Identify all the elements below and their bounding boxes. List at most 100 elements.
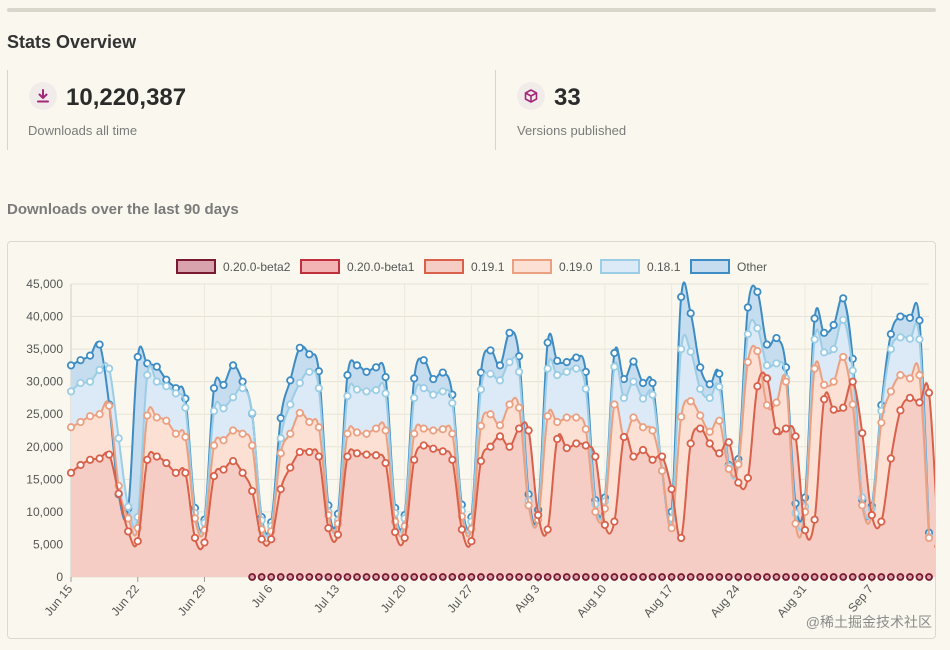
data-point xyxy=(486,346,495,355)
data-point xyxy=(419,356,428,365)
data-point xyxy=(286,463,295,472)
data-point xyxy=(514,352,524,361)
data-point xyxy=(314,452,323,461)
data-point xyxy=(362,450,371,459)
legend-item[interactable]: 0.18.1 xyxy=(600,259,681,274)
data-point xyxy=(276,485,285,494)
data-point xyxy=(152,452,161,461)
data-point xyxy=(562,367,571,376)
data-point xyxy=(495,376,505,385)
data-point xyxy=(486,410,495,419)
data-point xyxy=(553,434,562,444)
data-point xyxy=(343,429,352,438)
legend-item[interactable]: Other xyxy=(690,259,767,274)
data-point xyxy=(657,452,667,461)
x-tick-label: Aug 31 xyxy=(774,582,809,620)
data-point xyxy=(572,573,581,581)
legend-label: 0.18.1 xyxy=(647,260,681,274)
data-point xyxy=(381,373,390,382)
data-point xyxy=(343,371,352,380)
data-point xyxy=(352,385,362,394)
data-point xyxy=(171,429,180,438)
x-tick-label: Jun 15 xyxy=(41,582,75,619)
y-tick-label: 25,000 xyxy=(26,407,63,421)
data-point xyxy=(915,335,924,344)
data-point xyxy=(352,428,362,437)
data-point xyxy=(486,573,495,581)
data-point xyxy=(267,535,276,544)
legend-item[interactable]: 0.20.0-beta2 xyxy=(176,259,291,274)
data-point xyxy=(162,416,171,425)
data-point xyxy=(505,400,514,409)
data-point xyxy=(238,468,247,477)
data-point xyxy=(829,573,838,581)
data-point xyxy=(66,423,76,432)
data-point xyxy=(648,455,657,464)
data-point xyxy=(410,573,419,581)
data-point xyxy=(591,452,600,461)
downloads-chart: 0 5,000 10,000 15,000 20,000 25,000 30,000 35,0… xyxy=(26,259,935,620)
data-point xyxy=(639,573,647,581)
data-point xyxy=(772,359,781,368)
data-point xyxy=(257,535,266,544)
legend-item[interactable]: 0.19.0 xyxy=(512,259,593,274)
download-icon xyxy=(29,82,57,110)
data-point xyxy=(133,352,142,362)
data-point xyxy=(381,458,390,468)
data-point xyxy=(572,413,581,422)
data-point xyxy=(610,573,619,581)
data-point xyxy=(839,294,848,303)
data-point xyxy=(524,426,533,435)
data-point xyxy=(705,393,714,403)
data-point xyxy=(95,454,104,463)
data-point xyxy=(238,384,247,393)
data-point xyxy=(372,573,380,581)
x-tick-label: Jul 27 xyxy=(444,582,476,616)
data-point xyxy=(495,361,505,370)
data-point xyxy=(152,362,161,371)
data-point xyxy=(181,432,190,442)
data-point xyxy=(276,414,285,423)
data-point xyxy=(362,573,371,581)
legend-item[interactable]: 0.19.1 xyxy=(424,259,505,274)
data-point xyxy=(553,371,562,380)
data-point xyxy=(324,524,333,533)
data-point xyxy=(763,573,771,581)
data-point xyxy=(667,573,676,581)
data-point xyxy=(286,573,295,581)
data-point xyxy=(438,425,447,434)
data-point xyxy=(524,573,533,581)
data-point xyxy=(886,345,895,354)
data-point xyxy=(886,387,895,396)
data-point xyxy=(925,573,933,581)
legend-item[interactable]: 0.20.0-beta1 xyxy=(300,259,415,274)
data-point xyxy=(514,424,524,433)
data-point xyxy=(781,377,791,386)
data-point xyxy=(734,460,743,469)
data-point xyxy=(419,573,428,581)
data-point xyxy=(562,573,571,581)
data-point xyxy=(314,384,323,393)
legend-label: Other xyxy=(737,260,767,274)
data-point xyxy=(915,371,924,380)
x-tick-label: Jul 20 xyxy=(378,582,410,616)
data-point xyxy=(362,367,371,376)
data-point xyxy=(505,442,514,451)
data-point xyxy=(867,573,876,581)
legend-swatch xyxy=(690,259,730,274)
stat-card-versions: 33 Versions published xyxy=(495,70,936,150)
data-point xyxy=(858,573,867,581)
data-point xyxy=(715,416,724,425)
data-point xyxy=(715,382,724,391)
data-point xyxy=(810,335,819,344)
data-point xyxy=(743,358,752,367)
data-point xyxy=(848,573,857,581)
data-point xyxy=(228,393,238,402)
x-tick-label: Aug 17 xyxy=(641,582,676,620)
data-point xyxy=(534,573,543,581)
data-point xyxy=(619,374,629,384)
data-point xyxy=(295,378,304,388)
x-tick-label: Jun 22 xyxy=(108,582,142,619)
data-point xyxy=(314,423,323,432)
data-point xyxy=(696,411,705,420)
